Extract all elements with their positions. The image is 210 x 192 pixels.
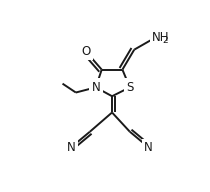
Text: S: S [126, 81, 134, 94]
Text: N: N [91, 81, 100, 94]
Text: O: O [81, 45, 91, 58]
Text: N: N [144, 141, 153, 154]
Text: N: N [67, 141, 76, 154]
Text: 2: 2 [162, 36, 168, 45]
Text: NH: NH [152, 31, 169, 44]
